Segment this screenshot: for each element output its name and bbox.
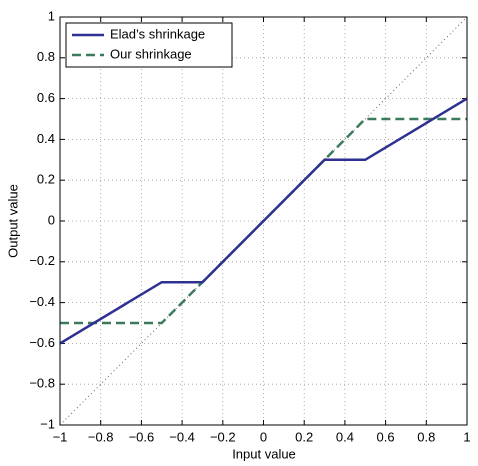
x-tick-label: −0.4 [169, 429, 195, 444]
y-tick-label: 1 [48, 8, 55, 23]
x-tick-label: 1 [463, 429, 470, 444]
y-tick-label: 0 [48, 212, 55, 227]
x-tick-label: 0.2 [295, 429, 313, 444]
x-tick-label: 0.8 [417, 429, 435, 444]
x-tick-label: −1 [53, 429, 68, 444]
x-tick-label: −0.2 [210, 429, 236, 444]
y-tick-label: −0.8 [29, 376, 55, 391]
y-tick-label: 0.6 [37, 90, 55, 105]
y-tick-label: −1 [40, 416, 55, 431]
x-tick-label: −0.8 [88, 429, 114, 444]
y-tick-label: −0.4 [29, 294, 55, 309]
legend-label: Our shrinkage [110, 46, 192, 61]
y-tick-label: 0.4 [37, 131, 55, 146]
y-tick-label: −0.2 [29, 253, 55, 268]
x-tick-label: 0 [260, 429, 267, 444]
x-tick-label: −0.6 [129, 429, 155, 444]
x-tick-label: 0.6 [377, 429, 395, 444]
legend-box [65, 22, 233, 68]
y-tick-label: 0.8 [37, 49, 55, 64]
x-axis-label: Input value [232, 446, 296, 461]
y-axis-label: Output value [5, 184, 20, 258]
x-tick-label: 0.4 [336, 429, 354, 444]
y-tick-label: −0.6 [29, 335, 55, 350]
y-tick-label: 0.2 [37, 172, 55, 187]
legend-label: Elad’s shrinkage [110, 26, 205, 41]
plot-frame [59, 16, 468, 426]
series-line [59, 97, 468, 345]
